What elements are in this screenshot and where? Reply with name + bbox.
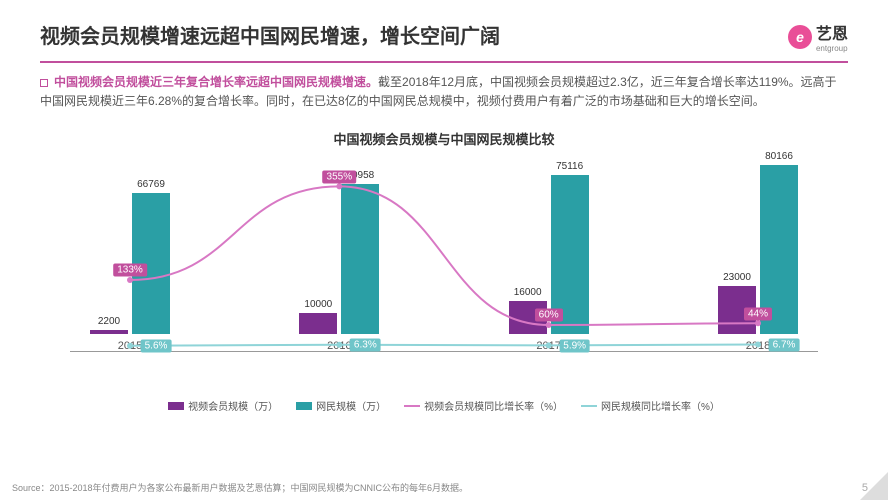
member-bar: 2200 xyxy=(90,330,128,335)
bar-value: 80166 xyxy=(760,151,798,162)
page-title: 视频会员规模增速远超中国网民增速，增长空间广阔 xyxy=(40,20,500,49)
member-bar: 10000 xyxy=(299,313,337,334)
netizen-growth-label: 5.6% xyxy=(141,340,172,353)
member-growth-label: 133% xyxy=(113,264,147,277)
body-highlight: 中国视频会员规模近三年复合增长率远超中国网民规模增速。 xyxy=(54,75,378,89)
netizen-growth-label: 5.9% xyxy=(559,339,590,352)
bar-value: 23000 xyxy=(718,272,756,283)
year-label: 2017 xyxy=(489,340,609,352)
netizen-growth-label: 6.7% xyxy=(769,338,800,351)
year-group: 23000 80166 2018 xyxy=(698,154,818,352)
bar-value: 2200 xyxy=(90,316,128,327)
bar-value: 75116 xyxy=(551,161,589,172)
chart-title: 中国视频会员规模与中国网民规模比较 xyxy=(0,129,888,148)
source-footer: Source：2015-2018年付费用户为各家公布最新用户数据及艺恩估算；中国… xyxy=(12,481,468,494)
netizen-bar: 70958 xyxy=(341,184,379,334)
year-group: 2200 66769 2015 xyxy=(70,154,190,352)
legend-member-bar: 视频会员规模（万） xyxy=(168,398,278,413)
logo-sub: entgroup xyxy=(816,44,848,53)
comparison-chart: 2200667692015100007095820161600075116201… xyxy=(70,152,818,392)
year-label: 2016 xyxy=(279,340,399,352)
body-paragraph: 中国视频会员规模近三年复合增长率远超中国网民规模增速。截至2018年12月底，中… xyxy=(0,73,888,111)
bar-value: 66769 xyxy=(132,179,170,190)
netizen-growth-label: 6.3% xyxy=(350,339,381,352)
legend-netizen-line: 网民规模同比增长率（%） xyxy=(581,398,720,413)
legend-netizen-bar: 网民规模（万） xyxy=(296,398,386,413)
chart-legend: 视频会员规模（万） 网民规模（万） 视频会员规模同比增长率（%） 网民规模同比增… xyxy=(0,398,888,413)
year-group: 16000 75116 2017 xyxy=(489,154,609,352)
bar-value: 10000 xyxy=(299,299,337,310)
member-growth-label: 355% xyxy=(323,170,357,183)
member-growth-label: 60% xyxy=(535,309,563,322)
member-growth-label: 44% xyxy=(744,307,772,320)
bullet-icon xyxy=(40,79,48,87)
bar-value: 16000 xyxy=(509,287,547,298)
corner-fold-icon xyxy=(860,472,888,500)
title-underline xyxy=(40,61,848,63)
logo-icon: e xyxy=(788,25,812,49)
year-label: 2018 xyxy=(698,340,818,352)
year-label: 2015 xyxy=(70,340,190,352)
year-group: 10000709582016 xyxy=(279,154,399,352)
logo: e 艺恩 entgroup xyxy=(788,20,848,53)
logo-brand: 艺恩 xyxy=(816,20,848,44)
legend-member-line: 视频会员规模同比增长率（%） xyxy=(404,398,563,413)
